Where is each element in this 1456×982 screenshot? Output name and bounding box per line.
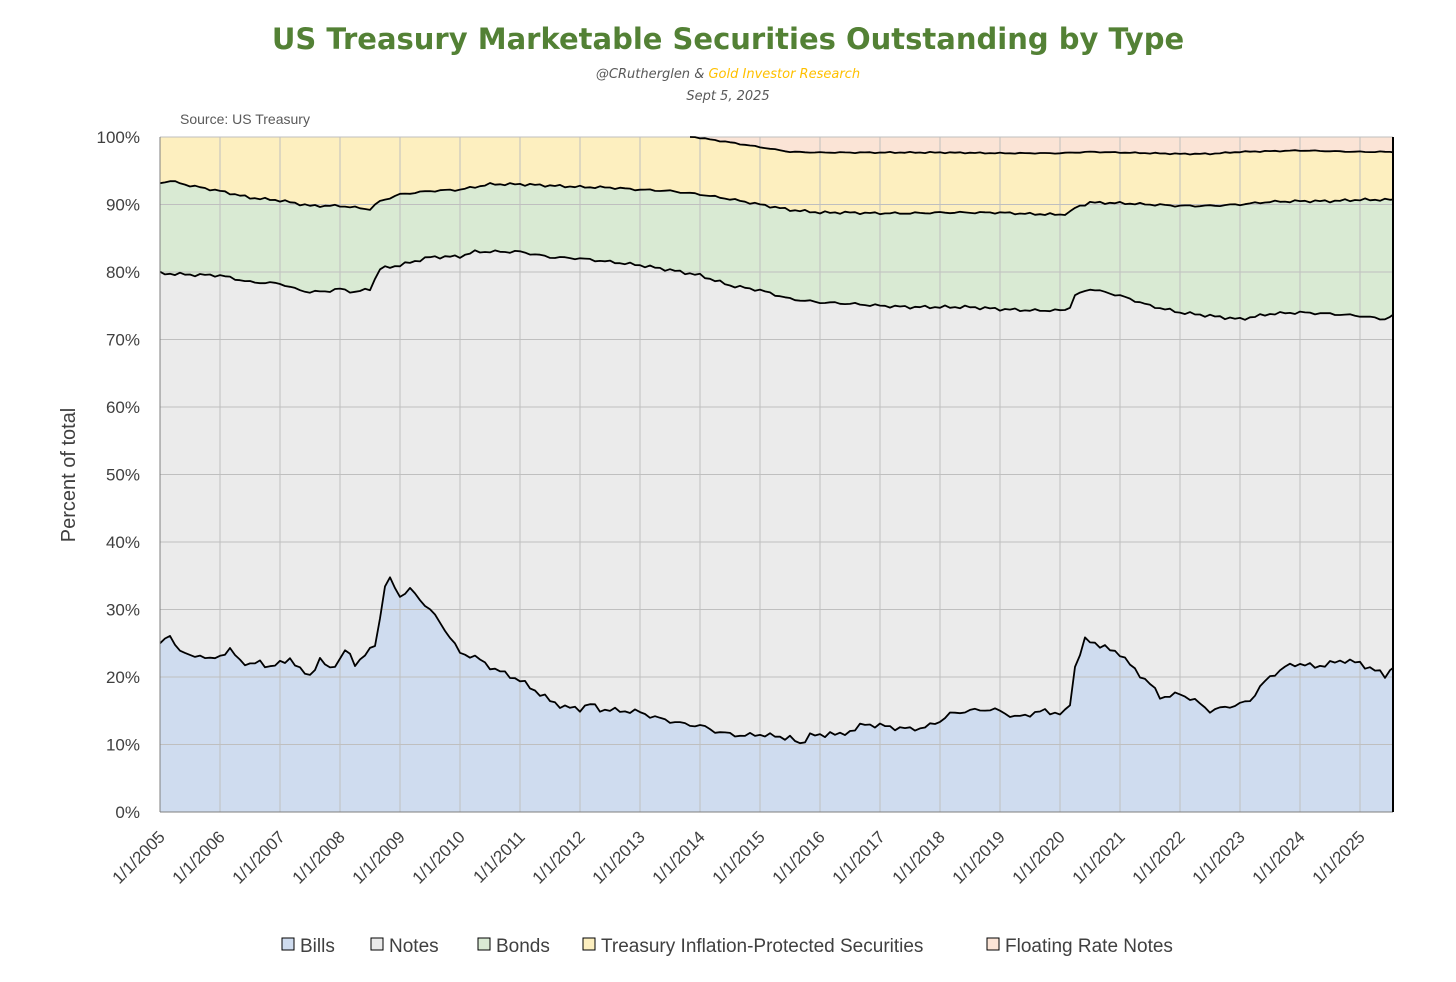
x-tick-label: 1/1/2016	[769, 827, 829, 887]
y-tick-labels: 0% 10% 20% 30% 40% 50% 60% 70% 80% 90% 100%	[97, 128, 140, 822]
legend-swatch	[582, 937, 596, 951]
y-tick-label: 0%	[115, 803, 140, 822]
legend-swatch	[986, 937, 1000, 951]
y-tick-label: 20%	[106, 668, 140, 687]
byline-separator: &	[690, 67, 709, 82]
x-tick-label: 1/1/2024	[1249, 827, 1309, 887]
axes	[159, 137, 1394, 813]
x-tick-label: 1/1/2021	[1069, 827, 1129, 887]
legend-bonds: Bonds	[477, 936, 550, 957]
line-notes	[159, 249, 1394, 321]
x-tick-label: 1/1/2007	[229, 827, 289, 887]
legend-notes: Notes	[370, 936, 439, 957]
area-bonds	[160, 181, 1393, 320]
x-tick-label: 1/1/2025	[1309, 827, 1369, 887]
x-tick-label: 1/1/2013	[589, 827, 649, 887]
x-tick-label: 1/1/2008	[289, 827, 349, 887]
legend-label: Notes	[389, 936, 439, 957]
y-tick-label: 80%	[106, 263, 140, 282]
x-tick-label: 1/1/2015	[709, 827, 769, 887]
x-tick-label: 1/1/2019	[949, 827, 1009, 887]
y-tick-label: 100%	[97, 128, 140, 147]
source-note: Source: US Treasury	[180, 111, 310, 127]
x-tick-label: 1/1/2012	[529, 827, 589, 887]
x-tick-label: 1/1/2014	[649, 827, 709, 887]
y-tick-label: 90%	[106, 196, 140, 215]
area-bills	[160, 577, 1393, 812]
byline-org: Gold Investor Research	[708, 67, 861, 82]
area-frn	[160, 137, 1393, 155]
y-tick-label: 10%	[106, 736, 140, 755]
y-tick-label: 30%	[106, 601, 140, 620]
series-boundary-lines	[159, 136, 1394, 745]
legend-tips: Treasury Inflation-Protected Securities	[582, 936, 923, 957]
line-tips	[689, 136, 1394, 156]
x-tick-labels: 1/1/2005 1/1/2006 1/1/2007 1/1/2008 1/1/2009…	[109, 827, 1369, 887]
x-tick-label: 1/1/2006	[169, 827, 229, 887]
x-tick-label: 1/1/2005	[109, 827, 169, 887]
legend-bills: Bills	[281, 936, 335, 957]
x-tick-label: 1/1/2009	[349, 827, 409, 887]
area-notes	[160, 250, 1393, 744]
x-tick-label: 1/1/2011	[469, 827, 528, 886]
chart-title: US Treasury Marketable Securities Outsta…	[271, 22, 1185, 56]
x-tick-label: 1/1/2020	[1009, 827, 1069, 887]
y-tick-label: 40%	[106, 533, 140, 552]
area-tips	[160, 137, 1393, 215]
line-bonds	[159, 180, 1394, 216]
x-tick-label: 1/1/2010	[409, 827, 469, 887]
byline-author: @CRutherglen	[595, 67, 691, 82]
legend-swatch	[477, 937, 491, 951]
x-tick-label: 1/1/2017	[829, 827, 889, 887]
legend-swatch	[281, 937, 295, 951]
line-bills	[159, 576, 1394, 745]
series-areas	[160, 137, 1393, 812]
y-tick-label: 70%	[106, 331, 140, 350]
legend-label: Bills	[300, 936, 335, 957]
legend-label: Treasury Inflation-Protected Securities	[601, 936, 923, 957]
x-tick-label: 1/1/2023	[1189, 827, 1249, 887]
y-tick-label: 50%	[106, 466, 140, 485]
chart-byline: @CRutherglen & Gold Investor Research	[0, 67, 1456, 82]
legend-swatch	[370, 937, 384, 951]
legend-label: Floating Rate Notes	[1005, 936, 1173, 957]
y-tick-label: 60%	[106, 398, 140, 417]
x-tick-label: 1/1/2022	[1129, 827, 1189, 887]
x-tick-label: 1/1/2018	[889, 827, 949, 887]
legend-frn: Floating Rate Notes	[986, 936, 1173, 957]
legend-label: Bonds	[496, 936, 550, 957]
legend: Bills Notes Bonds Treasury Inflation-Protec…	[281, 936, 1173, 957]
chart-date: Sept 5, 2025	[686, 89, 770, 104]
y-axis-label: Percent of total	[58, 408, 80, 543]
